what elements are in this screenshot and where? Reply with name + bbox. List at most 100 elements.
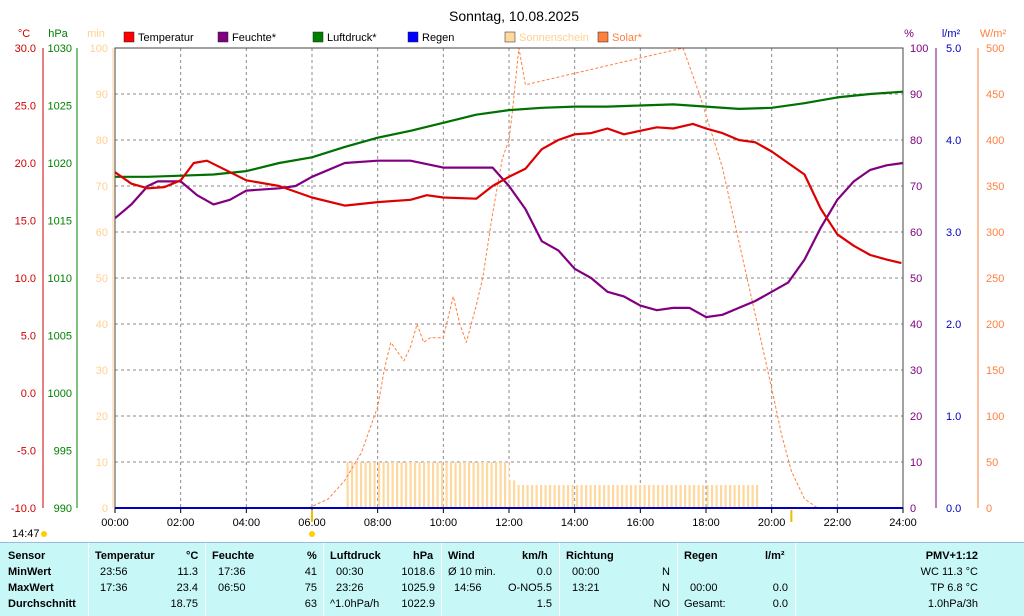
- pressure-tick-label: 995: [54, 446, 72, 458]
- minutes-tick-label: 20: [96, 411, 108, 423]
- x-tick-label: 18:00: [692, 517, 720, 529]
- humidity-axis-unit: %: [904, 28, 914, 40]
- sunrise-dot: [309, 531, 315, 537]
- humidity-tick-label: 100: [910, 43, 928, 55]
- windchill: WC 11.3 °C: [920, 566, 978, 578]
- pressure-max: 1025.9: [401, 582, 435, 594]
- row-label-avg: Durchschnitt: [8, 598, 76, 610]
- temp-max: 23.4: [176, 582, 198, 594]
- direction-max: N: [662, 582, 670, 594]
- rain-tick-label: 2.0: [946, 319, 961, 331]
- tick-labels: -10.0 -5.0 0.0 5.0 10.0 15.0 20.0 25.0 30.0 990 99…: [11, 43, 1004, 529]
- wind-header: Wind: [448, 550, 475, 562]
- temp-tick-label: 5.0: [21, 331, 36, 343]
- minutes-axis-unit: min: [87, 28, 105, 40]
- rain-unit: l/m²: [765, 550, 785, 562]
- legend-label: Sonnenschein: [519, 32, 589, 44]
- x-tick-label: 12:00: [495, 517, 523, 529]
- legend-label: Temperatur: [138, 32, 194, 44]
- pressure-tick-label: 990: [54, 503, 72, 515]
- rain-header: Regen: [684, 550, 718, 562]
- pressure-avg: 1022.9: [401, 598, 435, 610]
- temp-min: 11.3: [177, 566, 198, 578]
- sunshine-bar: [509, 480, 516, 508]
- x-tick-label: 16:00: [627, 517, 655, 529]
- x-tick-label: 10:00: [430, 517, 458, 529]
- pressure-max-time: 23:26: [336, 582, 364, 594]
- legend-label: Solar*: [612, 32, 643, 44]
- rain-max: 0.0: [772, 582, 788, 594]
- pmv-header: PMV+1:12: [925, 550, 978, 562]
- weather-chart: Sonntag, 10.08.2025 °C hPa min % l/m² W/…: [11, 8, 1007, 540]
- rain-max-time: 00:00: [690, 582, 718, 594]
- wind-max-time: 14:56: [454, 582, 482, 594]
- pressure-tick-label: 1020: [48, 158, 72, 170]
- humidity-tick-label: 20: [910, 411, 922, 423]
- rain-tick-label: 0.0: [946, 503, 961, 515]
- temp-max-time: 17:36: [100, 582, 128, 594]
- x-tick-label: 08:00: [364, 517, 392, 529]
- time-markers: [41, 510, 793, 537]
- temp-unit: °C: [186, 550, 199, 562]
- pressure-tick-label: 1000: [48, 388, 72, 400]
- minutes-tick-label: 40: [96, 319, 108, 331]
- x-tick-label: 02:00: [167, 517, 195, 529]
- series-line-luftdruck: [115, 90, 904, 178]
- temp-tick-label: 15.0: [15, 216, 36, 228]
- direction-avg: NO: [653, 598, 671, 610]
- series-line-feuchte: [114, 159, 904, 319]
- solar-tick-label: 350: [986, 181, 1004, 193]
- humidity-tick-label: 50: [910, 273, 922, 285]
- rain-total: 0.0: [772, 598, 788, 610]
- temp-tick-label: 20.0: [15, 158, 36, 170]
- legend-swatch: [312, 31, 324, 43]
- humidity-tick-label: 70: [910, 181, 922, 193]
- legend: Temperatur Feuchte* Luftdruck* Regen Sonnens…: [123, 31, 643, 44]
- solar-tick-label: 50: [986, 457, 998, 469]
- wind-unit: km/h: [522, 550, 548, 562]
- x-tick-label: 00:00: [101, 517, 129, 529]
- pressure-tick-label: 1005: [48, 331, 72, 343]
- solar-tick-label: 450: [986, 89, 1004, 101]
- direction-min: N: [662, 566, 670, 578]
- humidity-tick-label: 0: [910, 503, 916, 515]
- pressure-tick-label: 1015: [48, 216, 72, 228]
- solar-tick-label: 0: [986, 503, 992, 515]
- legend-swatch: [407, 31, 419, 43]
- pressure-axis-unit: hPa: [48, 28, 68, 40]
- grid: [115, 48, 903, 508]
- temp-tick-label: -10.0: [11, 503, 36, 515]
- pressure-trend: ^1.0hPa/h: [330, 598, 380, 610]
- temp-tick-label: 25.0: [15, 101, 36, 113]
- temp-min-time: 23:56: [100, 566, 128, 578]
- minutes-tick-label: 30: [96, 365, 108, 377]
- now-dot: [41, 531, 47, 537]
- wind-avg: 1.5: [536, 598, 552, 610]
- solar-tick-label: 500: [986, 43, 1004, 55]
- humidity-tick-label: 10: [910, 457, 922, 469]
- pressure-min: 1018.6: [401, 566, 435, 578]
- solar-tick-label: 200: [986, 319, 1004, 331]
- solar-tick-label: 150: [986, 365, 1004, 377]
- temp-axis-unit: °C: [18, 28, 30, 40]
- solar-tick-label: 400: [986, 135, 1004, 147]
- minutes-tick-label: 10: [96, 457, 108, 469]
- stats-panel: Sensor MinWert MaxWert Durchschnitt Temp…: [0, 542, 1024, 616]
- row-label-sensor: Sensor: [8, 550, 46, 562]
- x-tick-label: 22:00: [824, 517, 852, 529]
- wind-10min-label: Ø 10 min.: [448, 566, 496, 578]
- humidity-max: 75: [304, 582, 317, 594]
- series-line-solar: [308, 47, 818, 509]
- wind-max-direction: O-NO: [508, 582, 537, 594]
- x-tick-label: 04:00: [233, 517, 261, 529]
- row-label-min: MinWert: [8, 566, 52, 578]
- rain-tick-label: 4.0: [946, 135, 961, 147]
- rain-tick-label: 1.0: [946, 411, 961, 423]
- wind-max: 5.5: [536, 582, 552, 594]
- sunshine-bar: [515, 485, 759, 508]
- humidity-header: Feuchte: [212, 550, 255, 562]
- chart-title: Sonntag, 10.08.2025: [449, 8, 579, 24]
- minutes-tick-label: 90: [96, 89, 108, 101]
- pressure-trend-3h: 1.0hPa/3h: [927, 598, 978, 610]
- solar-axis-unit: W/m²: [980, 28, 1007, 40]
